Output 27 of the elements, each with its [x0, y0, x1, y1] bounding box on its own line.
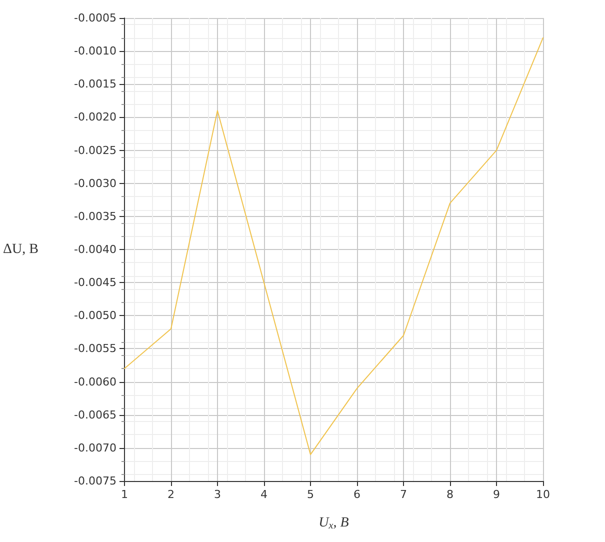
- x-tick-label: 6: [353, 488, 360, 501]
- y-tick-label: -0.0015: [74, 78, 116, 91]
- y-tick-label: -0.0040: [74, 243, 116, 256]
- y-tick-label: -0.0010: [74, 44, 116, 58]
- x-tick-label: 8: [446, 488, 454, 501]
- x-tick-label: 10: [536, 488, 550, 501]
- line-series: [124, 37, 544, 456]
- x-tick-label: 3: [214, 488, 221, 501]
- y-tick-label: -0.0045: [74, 276, 116, 290]
- y-tick-label: -0.0030: [74, 176, 116, 190]
- x-tick-label: 4: [260, 488, 268, 501]
- x-tick-label: 2: [167, 488, 174, 501]
- x-tick-label: 1: [120, 488, 128, 501]
- x-tick-label: 5: [306, 488, 314, 501]
- y-tick-label: -0.0035: [74, 210, 116, 223]
- y-tick-label: -0.0055: [74, 342, 116, 356]
- y-axis-title: ΔU, B: [3, 242, 38, 257]
- y-tick-label: -0.0025: [74, 144, 116, 157]
- y-tick-label: -0.0065: [74, 408, 116, 422]
- x-tick-label: 7: [400, 488, 407, 501]
- y-tick-label: -0.0050: [74, 309, 116, 322]
- y-tick-label: -0.0075: [74, 474, 116, 488]
- y-tick-label: -0.0005: [74, 12, 116, 24]
- y-tick-label: -0.0020: [74, 110, 116, 124]
- y-tick-label: -0.0060: [74, 375, 116, 388]
- y-tick-label: -0.0070: [74, 441, 116, 454]
- x-tick-label: 9: [492, 488, 500, 501]
